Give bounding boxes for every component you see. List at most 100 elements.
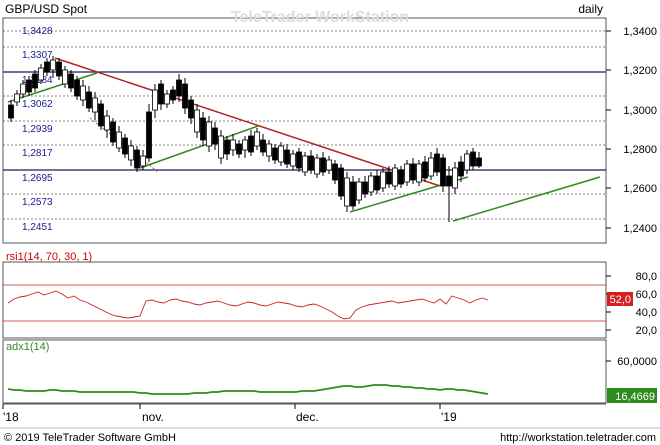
candle-body[interactable]: [296, 151, 302, 169]
price-tick: 1,3000: [623, 105, 657, 117]
candle-body[interactable]: [470, 151, 476, 167]
candle-body[interactable]: [272, 147, 278, 161]
candle-body[interactable]: [254, 131, 260, 147]
candle-body[interactable]: [284, 149, 290, 165]
candle-body[interactable]: [182, 83, 188, 109]
source-link[interactable]: http://workstation.teletrader.com: [500, 432, 656, 444]
candle-body[interactable]: [50, 59, 56, 71]
support-trendline-2[interactable]: [139, 125, 259, 169]
candle-body[interactable]: [188, 99, 194, 119]
candle-body[interactable]: [332, 163, 338, 181]
candle-body[interactable]: [248, 135, 254, 153]
candle-body[interactable]: [356, 181, 362, 201]
candle-body[interactable]: [122, 137, 128, 155]
candle-body[interactable]: [266, 143, 272, 157]
candle-body[interactable]: [338, 167, 344, 197]
candle-body[interactable]: [212, 127, 218, 145]
candle-body[interactable]: [194, 109, 200, 133]
rsi-value: 52,0: [610, 294, 631, 306]
candle-body[interactable]: [464, 153, 470, 171]
candle-body[interactable]: [380, 171, 386, 189]
candle-body[interactable]: [26, 79, 32, 93]
resistance-trendline-short[interactable]: [89, 117, 159, 173]
candle-body[interactable]: [476, 157, 482, 167]
candle-body[interactable]: [104, 115, 110, 131]
adx-tick: 60,0000: [617, 356, 657, 368]
rsi-panel[interactable]: [2, 261, 607, 339]
candle-body[interactable]: [326, 159, 332, 171]
candle-body[interactable]: [152, 89, 158, 111]
candle-body[interactable]: [434, 153, 440, 173]
candle-body[interactable]: [416, 163, 422, 183]
candle-body[interactable]: [68, 73, 74, 89]
candle-body[interactable]: [458, 161, 464, 177]
candle-body[interactable]: [314, 157, 320, 175]
candle-body[interactable]: [440, 157, 446, 187]
candle-body[interactable]: [158, 83, 164, 105]
candle-body[interactable]: [8, 104, 14, 119]
candle-body[interactable]: [140, 155, 146, 167]
candle-body[interactable]: [236, 143, 242, 155]
candle-body[interactable]: [344, 177, 350, 207]
candle-body[interactable]: [302, 155, 308, 173]
candle-body[interactable]: [362, 181, 368, 195]
candle-body[interactable]: [146, 111, 152, 159]
resistance-trendline[interactable]: [54, 57, 441, 187]
candle-body[interactable]: [218, 135, 224, 159]
candle-body[interactable]: [200, 117, 206, 141]
candle-body[interactable]: [398, 169, 404, 185]
candle-body[interactable]: [38, 67, 44, 81]
adx-panel[interactable]: [2, 339, 607, 404]
candle-body[interactable]: [374, 175, 380, 191]
candle-body[interactable]: [428, 157, 434, 177]
support-trendline-4[interactable]: [452, 176, 601, 222]
candle-body[interactable]: [368, 175, 374, 193]
candle-body[interactable]: [14, 93, 20, 103]
time-label: '18: [3, 410, 19, 424]
candle-body[interactable]: [320, 157, 326, 173]
candle-body[interactable]: [56, 61, 62, 77]
candle-body[interactable]: [92, 97, 98, 113]
candle-body[interactable]: [392, 167, 398, 187]
candle-body[interactable]: [128, 145, 134, 161]
candle-body[interactable]: [452, 167, 458, 189]
candle-body[interactable]: [386, 171, 392, 185]
candle-body[interactable]: [308, 155, 314, 171]
price-panel[interactable]: [2, 17, 607, 244]
candle-body[interactable]: [86, 91, 92, 109]
candle-body[interactable]: [110, 121, 116, 143]
candle-body[interactable]: [224, 139, 230, 155]
candle-body[interactable]: [446, 175, 452, 187]
candle-body[interactable]: [74, 79, 80, 97]
candle-body[interactable]: [32, 73, 38, 89]
candle-body[interactable]: [176, 79, 182, 97]
candle-body[interactable]: [290, 153, 296, 167]
candle-body[interactable]: [410, 163, 416, 181]
candle-body[interactable]: [350, 181, 356, 207]
candle-body[interactable]: [242, 139, 248, 151]
candle-body[interactable]: [20, 83, 26, 95]
fib-label-8: 1,2573: [22, 197, 53, 208]
candle-body[interactable]: [62, 69, 68, 85]
candle-body[interactable]: [206, 121, 212, 147]
candle-body[interactable]: [134, 149, 140, 169]
candle-body[interactable]: [260, 139, 266, 153]
candle-body[interactable]: [404, 163, 410, 183]
candle-body[interactable]: [422, 161, 428, 179]
candle-body[interactable]: [230, 139, 236, 151]
trendlines[interactable]: [7, 57, 601, 222]
rsi-line[interactable]: [7, 290, 489, 320]
candle-body[interactable]: [116, 131, 122, 149]
candle-body[interactable]: [44, 61, 50, 73]
candlesticks[interactable]: [8, 56, 482, 222]
fib-label-6: 1,2817: [22, 148, 53, 159]
rsi-axis: 80,0 60,0 40,0 20,0: [606, 271, 657, 337]
copyright-text: © 2019 TeleTrader Software GmbH: [4, 432, 176, 444]
candle-body[interactable]: [164, 93, 170, 105]
candle-body[interactable]: [98, 103, 104, 127]
adx-label: adx1(14): [6, 341, 49, 353]
candle-body[interactable]: [278, 145, 284, 163]
candle-body[interactable]: [80, 85, 86, 101]
adx-line[interactable]: [7, 384, 489, 395]
candle-body[interactable]: [170, 89, 176, 101]
